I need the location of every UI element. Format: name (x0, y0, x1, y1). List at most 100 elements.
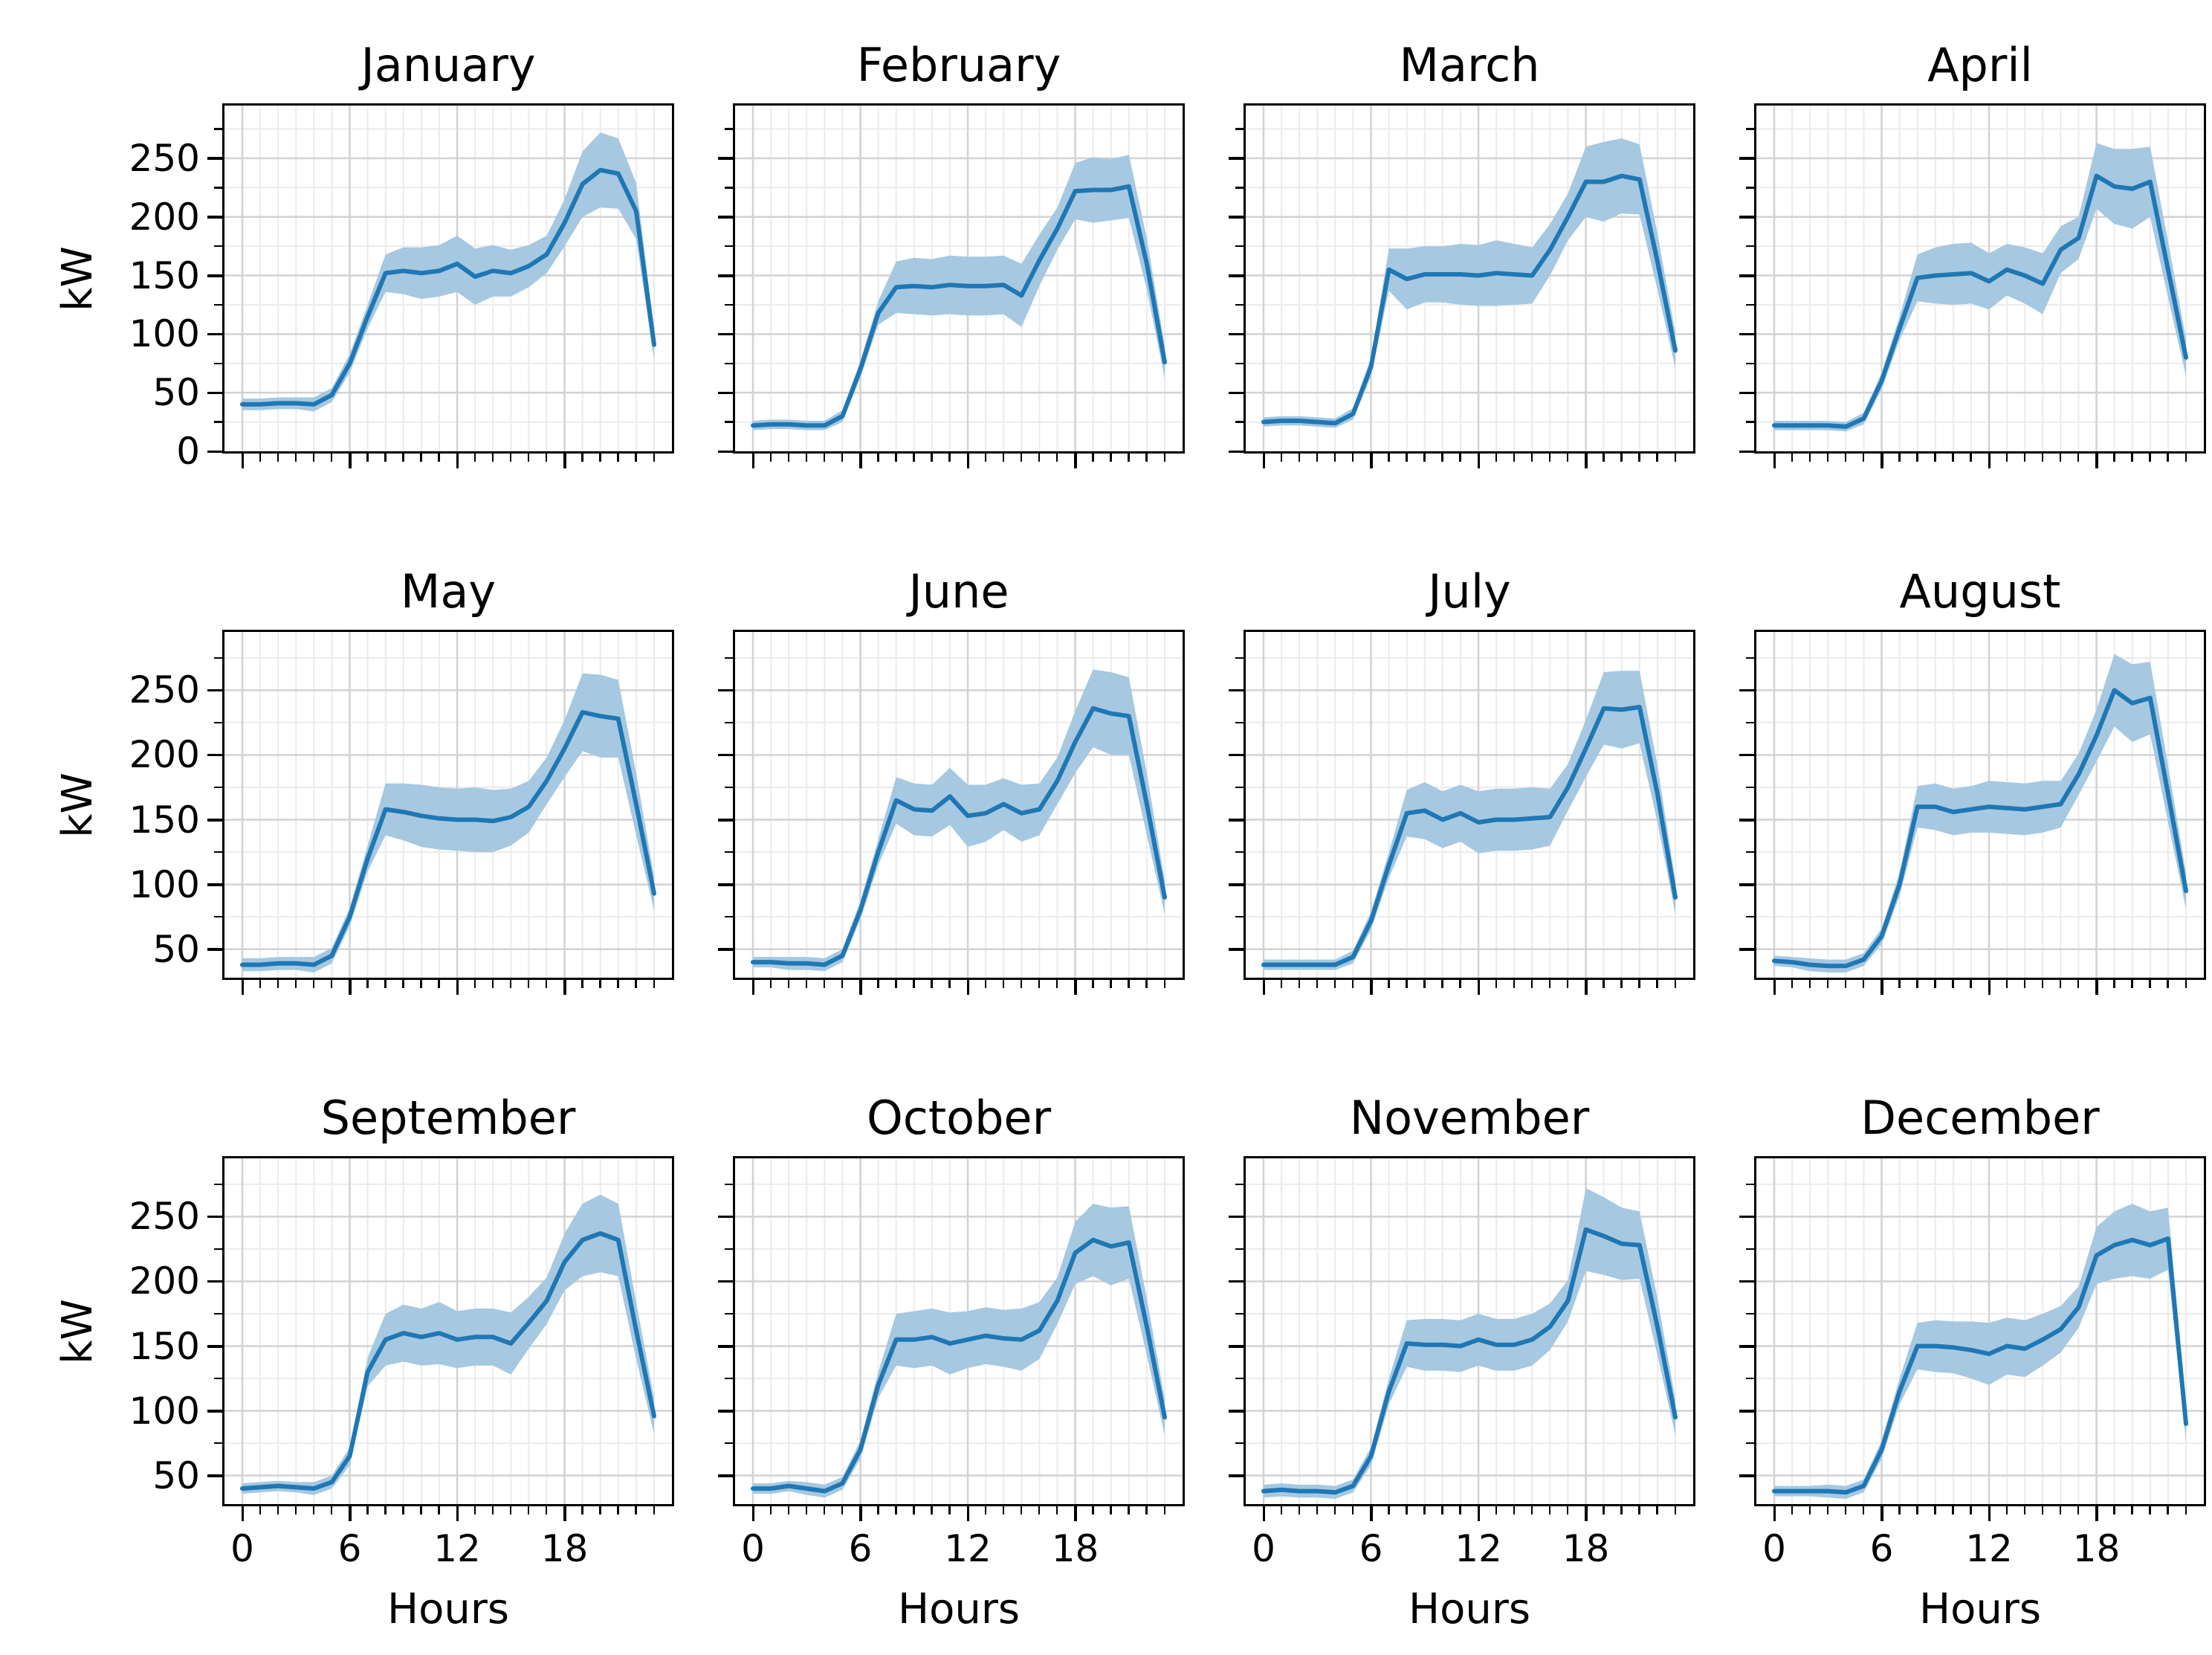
x-tick-minor (1441, 454, 1443, 462)
x-tick-minor (1388, 454, 1390, 462)
x-tick-minor (1513, 1506, 1516, 1514)
x-tick-minor (1513, 454, 1516, 462)
x-tick-minor (1110, 454, 1112, 462)
x-tick-minor (1298, 1506, 1301, 1514)
y-tick-major (1229, 948, 1244, 951)
chart-february (735, 106, 1183, 451)
x-tick-major (2095, 454, 2098, 468)
y-tick-major (1229, 157, 1244, 160)
x-tick-minor (2184, 454, 2187, 462)
mean-line-august (1772, 688, 2188, 969)
y-tick-minor (725, 656, 733, 659)
x-tick-minor (1808, 454, 1811, 462)
x-tick-minor (1020, 1506, 1023, 1514)
x-tick-minor (2041, 980, 2044, 988)
x-tick-major (1262, 454, 1265, 468)
chart-september (224, 1158, 672, 1504)
x-tick-minor (1459, 1506, 1461, 1514)
uncertainty-band-february (753, 155, 1165, 430)
x-tick-minor (2005, 980, 2008, 988)
x-tick-minor (769, 1506, 772, 1514)
x-tick-minor (509, 980, 512, 988)
x-tick-minor (527, 980, 530, 988)
x-tick-minor (330, 980, 333, 988)
y-tick-label: 100 (129, 1389, 200, 1433)
x-axis-label: Hours (387, 1585, 510, 1633)
y-tick-minor (725, 851, 733, 854)
x-axis-label: Hours (1408, 1585, 1531, 1633)
x-tick-minor (1620, 1506, 1623, 1514)
y-tick-minor (1746, 303, 1754, 306)
x-tick-minor (581, 980, 583, 988)
x-tick-minor (1441, 980, 1443, 988)
mean-line-september (240, 1231, 656, 1491)
x-tick-minor (366, 454, 369, 462)
x-tick-minor (1020, 454, 1023, 462)
y-tick-major (718, 1345, 733, 1348)
y-tick-major (1739, 753, 1754, 757)
x-tick-minor (1674, 454, 1676, 462)
x-tick-minor (1002, 980, 1005, 988)
y-tick-minor (214, 303, 222, 306)
x-tick-minor (948, 980, 951, 988)
x-tick-major (1370, 980, 1373, 995)
x-tick-minor (617, 980, 619, 988)
x-tick-minor (366, 1506, 369, 1514)
x-tick-minor (1441, 1506, 1443, 1514)
y-tick-minor (1746, 1377, 1754, 1380)
x-tick-minor (491, 980, 494, 988)
subplot-june (733, 630, 1185, 980)
x-tick-minor (877, 1506, 879, 1514)
y-tick-major (1739, 688, 1754, 692)
x-tick-minor (2059, 1506, 2062, 1514)
x-tick-minor (1566, 1506, 1569, 1514)
y-tick-minor (725, 421, 733, 423)
x-tick-minor (1638, 1506, 1640, 1514)
x-tick-minor (787, 980, 790, 988)
x-tick-minor (2005, 1506, 2008, 1514)
y-axis-label: kW (54, 245, 102, 312)
x-tick-minor (1406, 980, 1408, 988)
y-tick-minor (1746, 245, 1754, 248)
y-tick-minor (1746, 421, 1754, 423)
x-tick-minor (1280, 1506, 1283, 1514)
y-tick-major (718, 688, 733, 692)
mean-line-december (1772, 1236, 2188, 1495)
x-tick-minor (1566, 454, 1569, 462)
y-tick-major (207, 1280, 222, 1283)
x-tick-minor (1002, 454, 1005, 462)
x-tick-minor (2113, 1506, 2115, 1514)
y-tick-label: 100 (129, 862, 200, 906)
x-tick-label: 0 (1252, 1527, 1275, 1570)
y-tick-minor (1746, 362, 1754, 365)
x-tick-minor (2184, 980, 2187, 988)
x-tick-minor (984, 454, 987, 462)
subplot-title-may: May (400, 564, 497, 619)
y-tick-major (1739, 157, 1754, 160)
y-tick-minor (1746, 851, 1754, 854)
x-tick-major (1074, 454, 1077, 468)
x-tick-major (1477, 1506, 1481, 1521)
y-tick-major (1229, 819, 1244, 822)
x-tick-minor (1674, 980, 1676, 988)
x-tick-minor (438, 980, 440, 988)
x-tick-minor (984, 980, 987, 988)
y-tick-major (718, 753, 733, 757)
y-tick-major (718, 819, 733, 822)
subplot-title-march: March (1399, 38, 1540, 92)
y-tick-minor (214, 786, 222, 789)
x-tick-major (1370, 454, 1373, 468)
x-tick-minor (895, 980, 897, 988)
y-tick-minor (1746, 1312, 1754, 1315)
x-tick-minor (2149, 1506, 2151, 1514)
x-tick-major (456, 454, 459, 468)
x-tick-minor (1674, 1506, 1676, 1514)
x-axis-label: Hours (897, 1585, 1021, 1633)
x-tick-major (1880, 454, 1883, 468)
x-tick-minor (1163, 1506, 1165, 1514)
x-tick-major (859, 454, 862, 468)
x-tick-label: 6 (848, 1527, 873, 1570)
y-tick-major (1229, 1474, 1244, 1477)
x-tick-minor (420, 1506, 422, 1514)
y-tick-label: 200 (129, 1259, 200, 1303)
